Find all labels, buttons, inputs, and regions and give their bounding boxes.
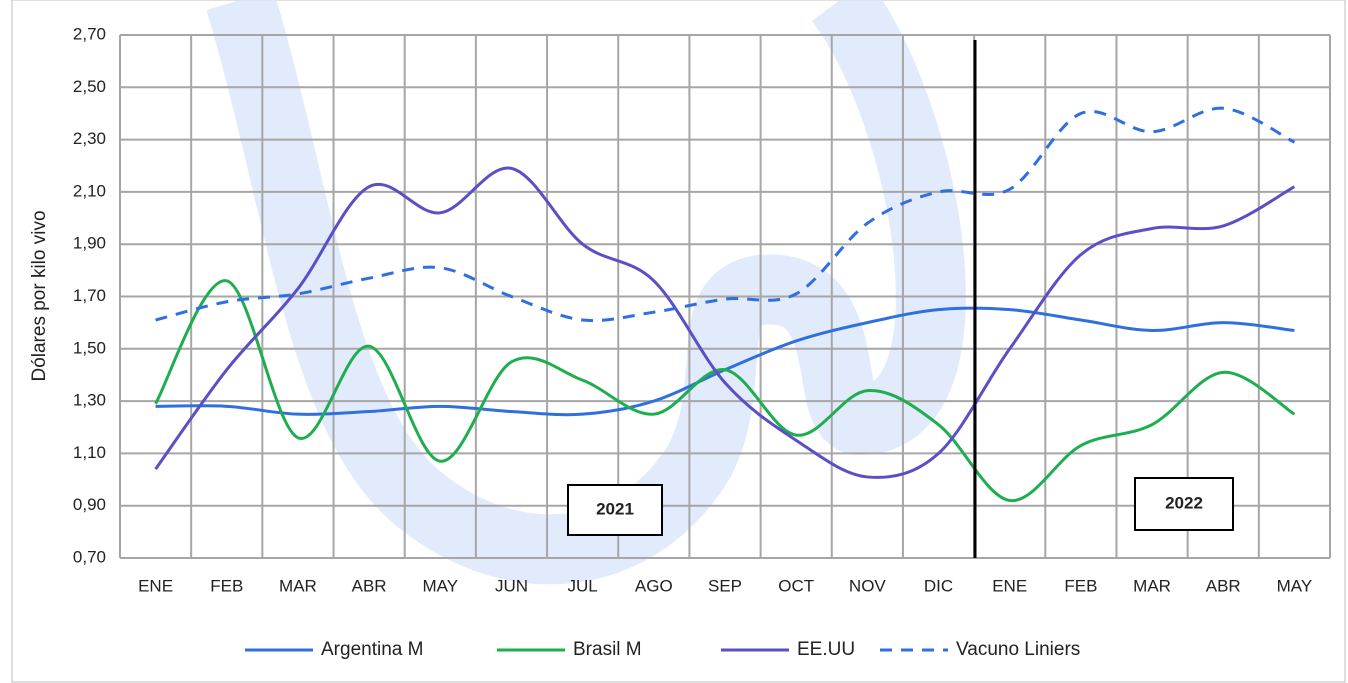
x-tick-label: ABR: [352, 576, 387, 595]
x-tick-label: DIC: [924, 576, 953, 595]
y-tick-label: 1,70: [73, 286, 106, 305]
x-tick-label: FEB: [210, 576, 243, 595]
legend: Argentina M Brasil M EE.UU Vacuno Liniers: [245, 639, 1080, 660]
annotation: 2021: [596, 499, 634, 518]
x-tick-label: JUN: [495, 576, 528, 595]
legend-label: EE.UU: [797, 639, 855, 660]
y-tick-label: 2,10: [73, 181, 106, 200]
x-tick-label: FEB: [1064, 576, 1097, 595]
legend-label: Brasil M: [573, 639, 642, 660]
legend-label: Argentina M: [321, 639, 423, 660]
y-tick-label: 1,50: [73, 338, 106, 357]
annotation: 2022: [1165, 493, 1203, 512]
y-tick-label: 2,50: [73, 77, 106, 96]
x-tick-label: ABR: [1206, 576, 1241, 595]
x-tick-label: JUL: [568, 576, 598, 595]
x-tick-label: AGO: [635, 576, 673, 595]
legend-label: Vacuno Liniers: [956, 639, 1080, 660]
chart-frame: [11, 0, 1346, 683]
annotation-box: [1134, 477, 1234, 531]
y-tick-label: 1,30: [73, 391, 106, 410]
series-line: [154, 279, 1296, 502]
x-tick-label: ENE: [138, 576, 173, 595]
x-tick-label: MAR: [279, 576, 317, 595]
annotation-box: [567, 484, 663, 536]
x-tick-label: NOV: [849, 576, 887, 595]
grid: 0,70 0,90 1,10 1,30 1,50 1,70 1,90 2,10 2,30 2,50…: [73, 24, 1331, 595]
watermark: [206, 0, 966, 585]
x-tick-label: MAR: [1133, 576, 1171, 595]
y-tick-label: 1,10: [73, 443, 106, 462]
y-axis-label: Dólares por kilo vivo: [29, 210, 50, 381]
y-tick-label: 1,90: [73, 234, 106, 253]
x-tick-label: ENE: [992, 576, 1027, 595]
x-tick-label: MAY: [1277, 576, 1313, 595]
x-tick-label: OCT: [778, 576, 814, 595]
series-line: [154, 166, 1296, 479]
x-tick-label: MAY: [423, 576, 459, 595]
y-tick-label: 0,90: [73, 495, 106, 514]
y-tick-label: 2,30: [73, 129, 106, 148]
y-tick-label: 0,70: [73, 547, 106, 566]
x-tick-label: SEP: [708, 576, 742, 595]
lines: [154, 106, 1296, 502]
y-tick-label: 2,70: [73, 24, 106, 43]
